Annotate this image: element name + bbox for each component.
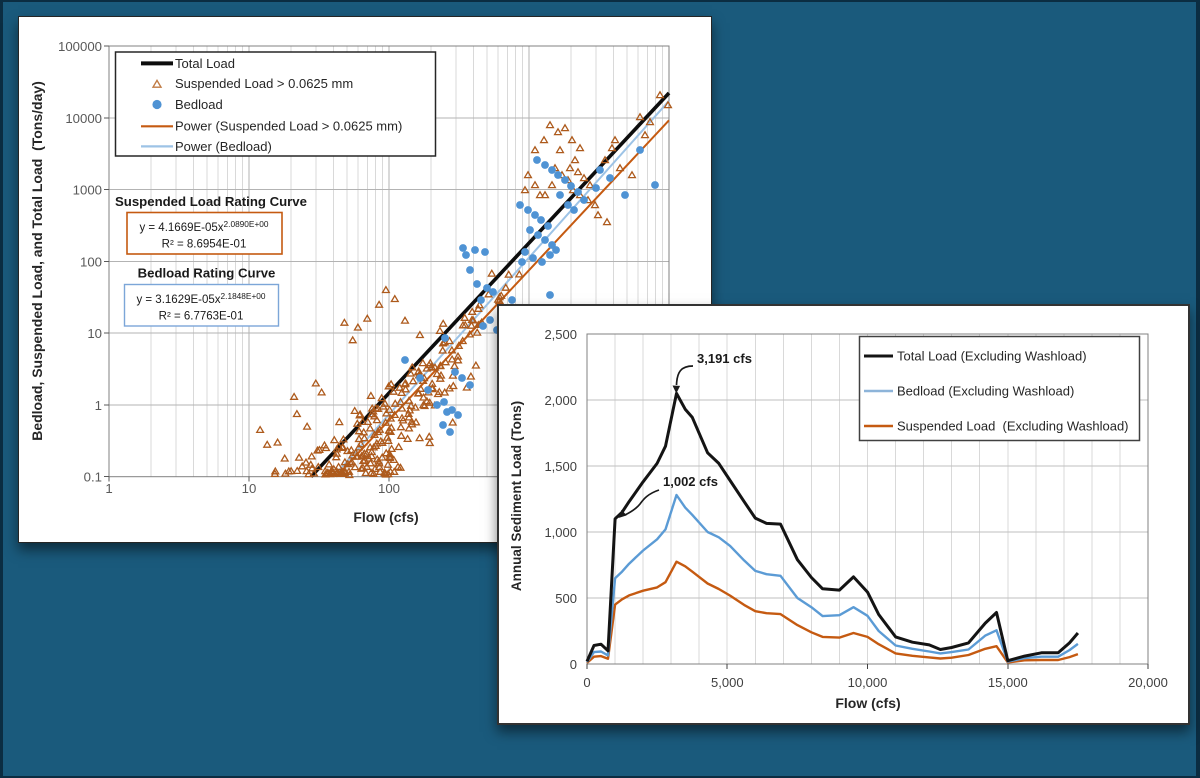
svg-text:100000: 100000 (58, 39, 102, 54)
svg-text:3,191 cfs: 3,191 cfs (697, 351, 752, 366)
svg-text:Annual Sediment Load (Tons): Annual Sediment Load (Tons) (509, 401, 524, 591)
svg-text:10,000: 10,000 (848, 675, 888, 690)
svg-text:0: 0 (583, 675, 590, 690)
svg-text:R² = 8.6954E-01: R² = 8.6954E-01 (162, 239, 247, 251)
svg-text:Total Load (Excluding Washload: Total Load (Excluding Washload) (897, 349, 1087, 364)
svg-text:100: 100 (378, 481, 400, 496)
svg-text:Total Load: Total Load (175, 56, 235, 71)
svg-text:Suspended Load Rating Curve: Suspended Load Rating Curve (115, 194, 307, 209)
svg-text:100: 100 (80, 254, 102, 269)
svg-text:10000: 10000 (65, 111, 102, 126)
svg-text:0.1: 0.1 (84, 470, 102, 485)
svg-text:1000: 1000 (73, 183, 102, 198)
svg-text:Bedload: Bedload (175, 97, 223, 112)
svg-text:Power (Suspended Load > 0.0625: Power (Suspended Load > 0.0625 mm) (175, 119, 402, 134)
svg-text:1: 1 (105, 481, 112, 496)
svg-text:Suspended Load > 0.0625 mm: Suspended Load > 0.0625 mm (175, 76, 353, 91)
svg-text:Bedload, Suspended Load, and T: Bedload, Suspended Load, and Total Load … (29, 81, 45, 441)
svg-text:1,500: 1,500 (544, 459, 577, 474)
svg-text:20,000: 20,000 (1128, 675, 1168, 690)
svg-text:Flow (cfs): Flow (cfs) (835, 695, 900, 711)
svg-text:Bedload Rating Curve: Bedload Rating Curve (138, 266, 276, 281)
svg-text:500: 500 (555, 591, 577, 606)
svg-text:1,002 cfs: 1,002 cfs (663, 474, 718, 489)
svg-text:Suspended Load (Excluding Was: Suspended Load (Excluding Washload) (897, 419, 1129, 434)
svg-text:15,000: 15,000 (988, 675, 1028, 690)
svg-text:1: 1 (95, 398, 102, 413)
svg-text:R² = 6.7763E-01: R² = 6.7763E-01 (159, 311, 244, 323)
svg-text:10: 10 (242, 481, 257, 496)
svg-text:Bedload (Excluding Washload): Bedload (Excluding Washload) (897, 384, 1074, 399)
svg-text:5,000: 5,000 (711, 675, 744, 690)
svg-text:Flow (cfs): Flow (cfs) (353, 509, 418, 525)
svg-text:2,500: 2,500 (544, 327, 577, 342)
svg-text:0: 0 (570, 657, 577, 672)
svg-text:Power (Bedload): Power (Bedload) (175, 139, 272, 154)
svg-text:1,000: 1,000 (544, 525, 577, 540)
svg-text:10: 10 (87, 326, 102, 341)
svg-text:2,000: 2,000 (544, 393, 577, 408)
